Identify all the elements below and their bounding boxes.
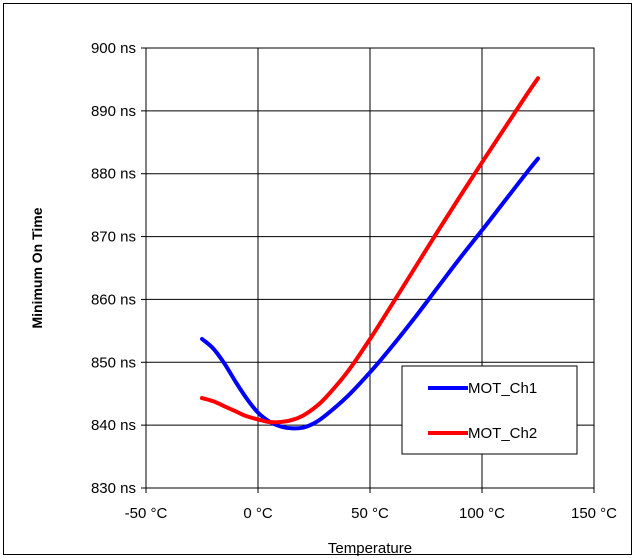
y-tick-label: 860 ns	[91, 291, 136, 308]
y-tick-label: 870 ns	[91, 229, 136, 246]
x-tick-label: 150 °C	[571, 505, 617, 522]
legend-box	[401, 365, 578, 455]
series-line-mot-ch2	[200, 76, 540, 425]
y-tick-label: 880 ns	[91, 166, 136, 183]
x-tick-label: 50 °C	[351, 505, 389, 522]
x-tick-label: 100 °C	[459, 505, 505, 522]
series-line-mot-ch1	[200, 156, 540, 431]
y-tick-label: 890 ns	[91, 103, 136, 120]
y-tick-label: 840 ns	[91, 417, 136, 434]
ticks: -50 °C 0 °C 50 °C 100 °C 150 °C 830 ns 840 ns 8…	[91, 40, 617, 522]
series-layer	[200, 76, 540, 431]
y-axis-title: Minimum On Time	[29, 207, 45, 328]
legend-label: MOT_Ch1	[468, 380, 537, 397]
legend: MOT_Ch1 MOT_Ch2	[401, 365, 578, 455]
y-tick-label: 900 ns	[91, 40, 136, 57]
x-axis-title: Temperature	[328, 540, 412, 557]
x-tick-label: -50 °C	[125, 505, 168, 522]
y-tick-label: 850 ns	[91, 354, 136, 371]
x-tick-label: 0 °C	[243, 505, 273, 522]
y-tick-label: 830 ns	[91, 480, 136, 497]
legend-label: MOT_Ch2	[468, 425, 537, 442]
